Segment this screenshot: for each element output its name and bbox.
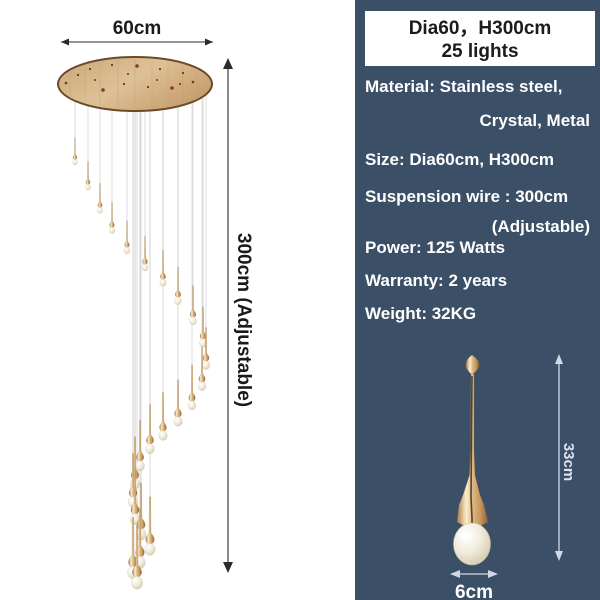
svg-text:33cm: 33cm: [560, 443, 577, 481]
svg-text:60cm: 60cm: [113, 18, 162, 39]
svg-text:300cm (Adjustable): 300cm (Adjustable): [233, 233, 254, 407]
svg-text:6cm: 6cm: [455, 582, 493, 600]
